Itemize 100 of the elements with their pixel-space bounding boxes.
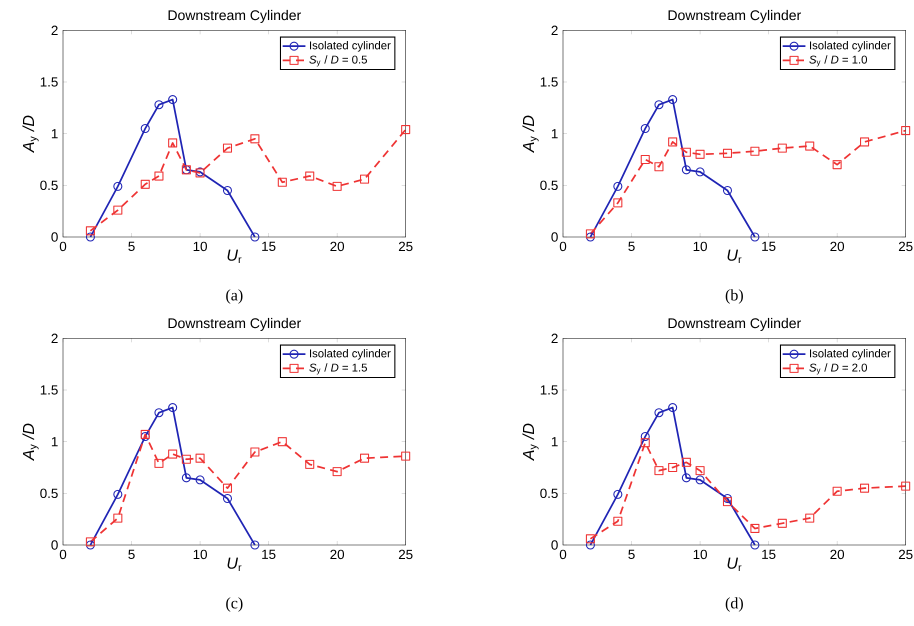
- point: [182, 473, 191, 482]
- point: [222, 144, 232, 153]
- point: [722, 497, 732, 506]
- y-axis-title: A$_{y}$ /D: [22, 116, 39, 154]
- y-axis-title: A$_{y}$ /D: [22, 424, 39, 462]
- x-tick-label: 15: [262, 550, 276, 560]
- point: [696, 475, 705, 484]
- y-tick-label: 1.5: [40, 385, 58, 395]
- point: [901, 482, 910, 491]
- y-tick-label: 2: [52, 26, 58, 35]
- point: [640, 438, 650, 448]
- point: [168, 95, 178, 104]
- point: [696, 167, 705, 176]
- x-axis-title: U$_{r}$: [728, 250, 742, 264]
- point: [222, 494, 232, 504]
- y-tick-label: 1.5: [40, 77, 58, 87]
- x-tick-label: 5: [128, 242, 135, 252]
- y-tick-label: 1: [52, 437, 58, 446]
- legend-label: Isolated cylinder: [310, 41, 391, 52]
- point: [613, 198, 622, 208]
- point: [901, 126, 910, 136]
- x-tick-label: 0: [560, 242, 566, 252]
- legend-label: Isolated cylinder: [310, 349, 391, 360]
- point: [668, 462, 678, 472]
- point: [113, 514, 122, 523]
- point: [154, 171, 164, 181]
- x-tick-label: 10: [194, 550, 207, 560]
- point: [654, 466, 664, 476]
- point: [360, 454, 370, 463]
- chart-title: Downstream Cylinder: [668, 10, 801, 23]
- point: [750, 232, 760, 242]
- y-tick-label: 1: [52, 129, 58, 138]
- y-tick-label: 1: [552, 437, 558, 446]
- x-tick-label: 20: [830, 242, 844, 252]
- x-tick-label: 25: [398, 550, 413, 560]
- point: [168, 403, 178, 412]
- point: [654, 162, 664, 172]
- y-tick-label: 2: [552, 26, 558, 35]
- point: [250, 540, 260, 550]
- point: [682, 458, 691, 467]
- x-tick-label: 25: [398, 242, 413, 252]
- y-tick-label: 2: [552, 334, 558, 343]
- point: [682, 165, 691, 174]
- point: [696, 466, 705, 476]
- legend-label: S$_{y}$ / D = 2.0: [809, 363, 867, 374]
- x-tick-label: 0: [60, 550, 66, 560]
- y-tick-label: 1.5: [540, 77, 558, 87]
- point: [154, 408, 164, 418]
- y-tick-label: 0.5: [540, 488, 558, 498]
- x-tick-label: 10: [194, 242, 207, 252]
- point: [401, 452, 410, 461]
- x-tick-label: 5: [628, 550, 635, 560]
- y-tick-label: 1.5: [540, 385, 558, 395]
- x-tick-label: 15: [762, 550, 776, 560]
- x-tick-label: 25: [898, 242, 913, 252]
- point: [86, 226, 95, 236]
- point: [168, 138, 178, 148]
- chart-title: Downstream Cylinder: [668, 318, 801, 331]
- point: [196, 454, 205, 463]
- y-tick-label: 2: [52, 334, 58, 343]
- legend-label: Isolated cylinder: [810, 349, 891, 360]
- y-tick-label: 0.5: [540, 180, 558, 190]
- chart-title: Downstream Cylinder: [168, 318, 301, 331]
- chart-title: Downstream Cylinder: [168, 10, 301, 23]
- point: [613, 490, 622, 499]
- y-tick-label: 0: [51, 540, 58, 550]
- x-tick-label: 5: [628, 242, 635, 252]
- point: [250, 447, 260, 457]
- point: [140, 430, 150, 439]
- legend-label: S$_{y}$ / D = 0.5: [309, 55, 367, 66]
- legend-label: S$_{y}$ / D = 1.5: [309, 363, 367, 374]
- point: [722, 148, 732, 158]
- point: [113, 182, 122, 191]
- point: [750, 540, 760, 550]
- x-tick-label: 10: [694, 550, 707, 560]
- x-axis-title: U$_{r}$: [728, 558, 742, 572]
- y-axis-title: A$_{y}$ /D: [522, 116, 539, 154]
- x-tick-label: 25: [898, 550, 913, 560]
- text: (d): [726, 597, 743, 612]
- point: [168, 450, 178, 459]
- point: [586, 229, 595, 238]
- text: (a): [226, 289, 243, 304]
- point: [332, 182, 342, 191]
- point: [640, 124, 650, 134]
- point: [750, 524, 760, 534]
- point: [613, 182, 622, 191]
- legend-label: S$_{y}$ / D = 1.0: [809, 55, 867, 66]
- text: (b): [726, 289, 743, 304]
- point: [860, 137, 870, 146]
- x-tick-label: 5: [128, 550, 135, 560]
- point: [668, 403, 678, 412]
- point: [250, 134, 260, 144]
- point: [401, 125, 410, 134]
- text: (c): [226, 597, 243, 612]
- point: [86, 232, 95, 242]
- point: [640, 154, 650, 164]
- point: [722, 186, 732, 196]
- point: [832, 486, 842, 496]
- legend-label: Isolated cylinder: [810, 41, 891, 52]
- point: [360, 174, 370, 184]
